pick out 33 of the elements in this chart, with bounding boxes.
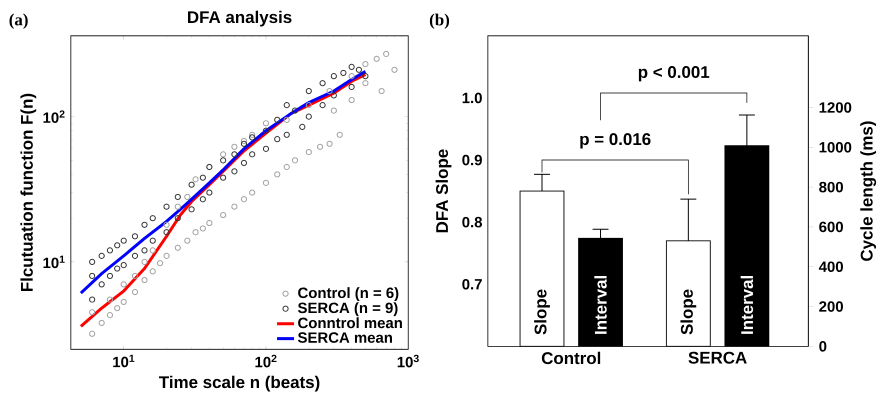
y-tick-label: 1.0 — [462, 92, 482, 104]
y-tick-label: 0.7 — [462, 278, 482, 290]
y2-tick-label: 0 — [819, 341, 826, 352]
y2-tick-label: 600 — [819, 222, 843, 232]
annotation: p < 0.001 — [638, 66, 710, 82]
y2-tick-label: 400 — [818, 261, 843, 272]
y2-tick-label: 800 — [819, 182, 843, 192]
series-label: Interval — [594, 276, 607, 334]
text: Slope — [680, 289, 696, 334]
y-axis-title: Flcutuation function F(n) — [20, 94, 36, 292]
x-tick-label: 10$^{2}$ — [255, 354, 277, 368]
text: (a) — [9, 14, 28, 29]
legend-label: Control (n = 6) — [298, 287, 398, 302]
legend-label: SERCA mean — [298, 332, 392, 343]
legend-label: SERCA (n = 9) — [298, 302, 398, 316]
chart-title: DFA analysis — [188, 10, 292, 26]
series-label: Slope — [534, 289, 550, 334]
x-tick-label: Control — [542, 352, 600, 364]
y-axis-title: DFA Slope — [436, 149, 452, 232]
annotation: p = 0.016 — [580, 133, 651, 148]
y-tick-label: 0.8 — [462, 216, 482, 228]
text: (b) — [430, 14, 450, 29]
x-tick-label: SERCA — [688, 352, 747, 364]
x-tick-label: 10$^{1}$ — [113, 354, 134, 368]
y2-tick-label: 1200 — [820, 102, 852, 113]
legend-label: Conntrol mean — [298, 317, 402, 328]
y2-tick-label: 1000 — [820, 142, 852, 153]
x-axis-title: Time scale n (beats) — [159, 376, 320, 392]
y2-tick-label: 200 — [819, 301, 843, 312]
y2-axis-title: Cycle length (ms) — [860, 121, 876, 261]
text: Interval — [740, 276, 754, 334]
y-tick-label: 0.9 — [462, 154, 482, 166]
x-tick-label: 10$^{3}$ — [398, 354, 419, 368]
